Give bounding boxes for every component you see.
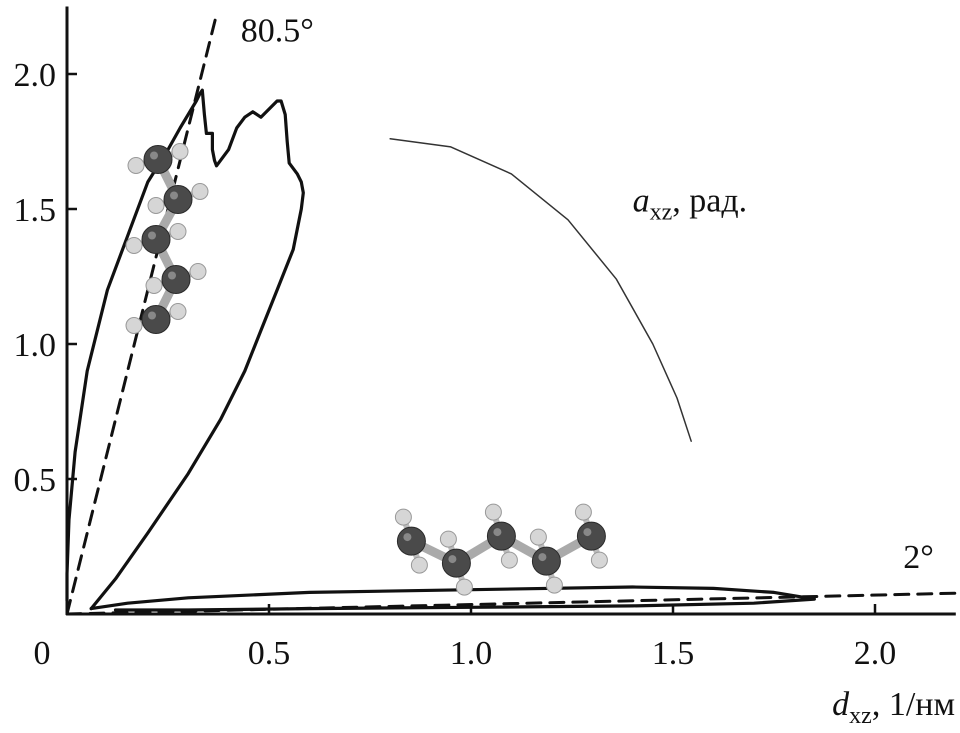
- hydrogen-atom: [590, 551, 608, 569]
- carbon-atom: [486, 521, 516, 551]
- carbon-atom: [576, 521, 606, 551]
- molecule-vertical: [125, 143, 209, 334]
- carbon-atom: [143, 145, 173, 174]
- series-line-2: [65, 88, 305, 611]
- hydrogen-atom: [169, 223, 187, 240]
- molecule-horizontal: [394, 503, 608, 596]
- hydrogen-atom: [127, 157, 145, 174]
- series-line-4: [389, 138, 692, 442]
- x-tick-label: 0: [34, 635, 51, 672]
- ticks: 0 0.5 1.0 1.5 2.0 0.5 1.0 1.5 2.0 dxz, 1/нм: [14, 57, 956, 729]
- carbon-atom: [141, 225, 171, 254]
- hydrogen-atom: [439, 530, 457, 548]
- carbon-atom: [441, 548, 471, 578]
- hydrogen-atom: [171, 143, 189, 160]
- molecule-illustrations: [125, 143, 608, 596]
- hydrogen-atom: [169, 303, 187, 320]
- x-axis-label: dxz, 1/нм: [832, 686, 955, 729]
- series-line-3: [89, 585, 817, 612]
- atom-highlight: [168, 271, 176, 280]
- hydrogen-atom: [189, 263, 207, 280]
- atom-highlight: [148, 231, 156, 240]
- carbon-atom: [161, 265, 191, 294]
- series-line-0: [65, 13, 218, 616]
- atom-highlight: [150, 151, 158, 160]
- hydrogen-atom: [125, 237, 143, 254]
- hydrogen-atom: [125, 317, 143, 334]
- atom-highlight: [148, 311, 156, 320]
- hydrogen-atom: [147, 197, 165, 214]
- x-tick-label: 0.5: [248, 635, 291, 672]
- annotations: 80.5° 2° axz, рад.: [241, 13, 934, 576]
- carbon-atom: [141, 305, 171, 334]
- y-tick-label: 1.5: [14, 192, 57, 229]
- carbon-atom: [163, 185, 193, 214]
- x-tick-label: 1.5: [652, 635, 695, 672]
- hydrogen-atom: [484, 503, 502, 521]
- hydrogen-atom: [500, 551, 518, 569]
- atom-highlight: [170, 191, 178, 200]
- atom-highlight: [583, 528, 592, 537]
- atom-highlight: [403, 533, 412, 542]
- hydrogen-atom: [410, 556, 428, 574]
- y-tick-label: 0.5: [14, 462, 57, 499]
- atom-highlight: [538, 553, 547, 562]
- hydrogen-atom: [529, 528, 547, 546]
- hydrogen-atom: [145, 277, 163, 294]
- annotation-2: axz, рад.: [633, 183, 748, 226]
- y-tick-label: 2.0: [14, 57, 57, 94]
- annotation-1: 2°: [903, 539, 934, 576]
- atom-highlight: [493, 528, 502, 537]
- annotation-0: 80.5°: [241, 13, 314, 50]
- series-group: [65, 13, 958, 616]
- hydrogen-atom: [455, 578, 473, 596]
- atom-highlight: [448, 555, 457, 564]
- x-tick-label: 2.0: [854, 635, 897, 672]
- x-tick-label: 1.0: [450, 635, 493, 672]
- carbon-atom: [396, 526, 426, 556]
- carbon-atom: [531, 546, 561, 576]
- hydrogen-atom: [574, 503, 592, 521]
- hydrogen-atom: [191, 183, 209, 200]
- hydrogen-atom: [394, 508, 412, 526]
- y-tick-label: 1.0: [14, 327, 57, 364]
- hydrogen-atom: [545, 576, 563, 594]
- axes: [65, 6, 956, 616]
